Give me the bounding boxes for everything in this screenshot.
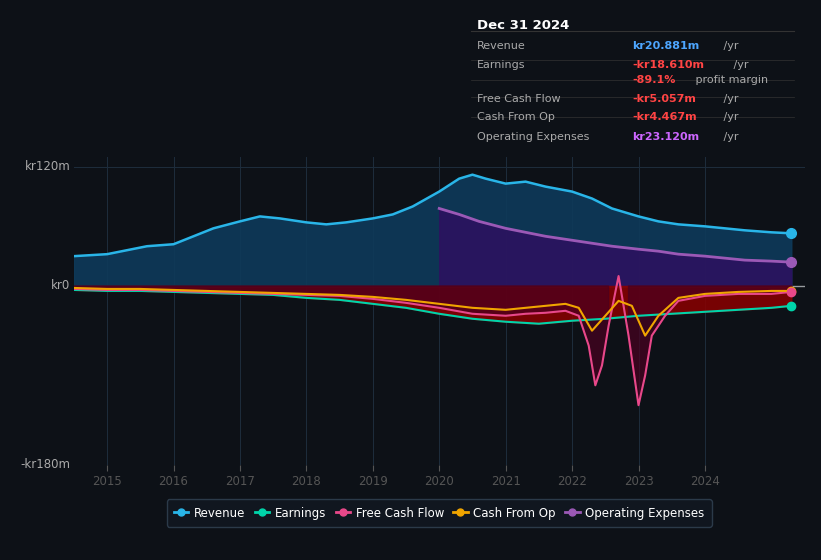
Text: Revenue: Revenue [477,41,526,51]
Text: /yr: /yr [720,112,739,122]
Text: kr0: kr0 [51,279,71,292]
Text: -kr180m: -kr180m [21,458,71,472]
Text: Dec 31 2024: Dec 31 2024 [477,19,570,32]
Text: Free Cash Flow: Free Cash Flow [477,95,561,105]
Text: Operating Expenses: Operating Expenses [477,132,589,142]
Text: /yr: /yr [730,60,748,71]
Text: -89.1%: -89.1% [632,75,676,85]
Text: Cash From Op: Cash From Op [477,112,555,122]
Text: -kr4.467m: -kr4.467m [632,112,697,122]
Text: profit margin: profit margin [692,75,768,85]
Text: /yr: /yr [720,41,739,51]
Text: kr20.881m: kr20.881m [632,41,699,51]
Text: Earnings: Earnings [477,60,525,71]
Text: /yr: /yr [720,95,739,105]
Text: -kr18.610m: -kr18.610m [632,60,704,71]
Text: kr120m: kr120m [25,160,71,173]
Text: -kr5.057m: -kr5.057m [632,95,696,105]
Text: /yr: /yr [720,132,739,142]
Text: kr23.120m: kr23.120m [632,132,699,142]
Legend: Revenue, Earnings, Free Cash Flow, Cash From Op, Operating Expenses: Revenue, Earnings, Free Cash Flow, Cash … [167,500,712,526]
